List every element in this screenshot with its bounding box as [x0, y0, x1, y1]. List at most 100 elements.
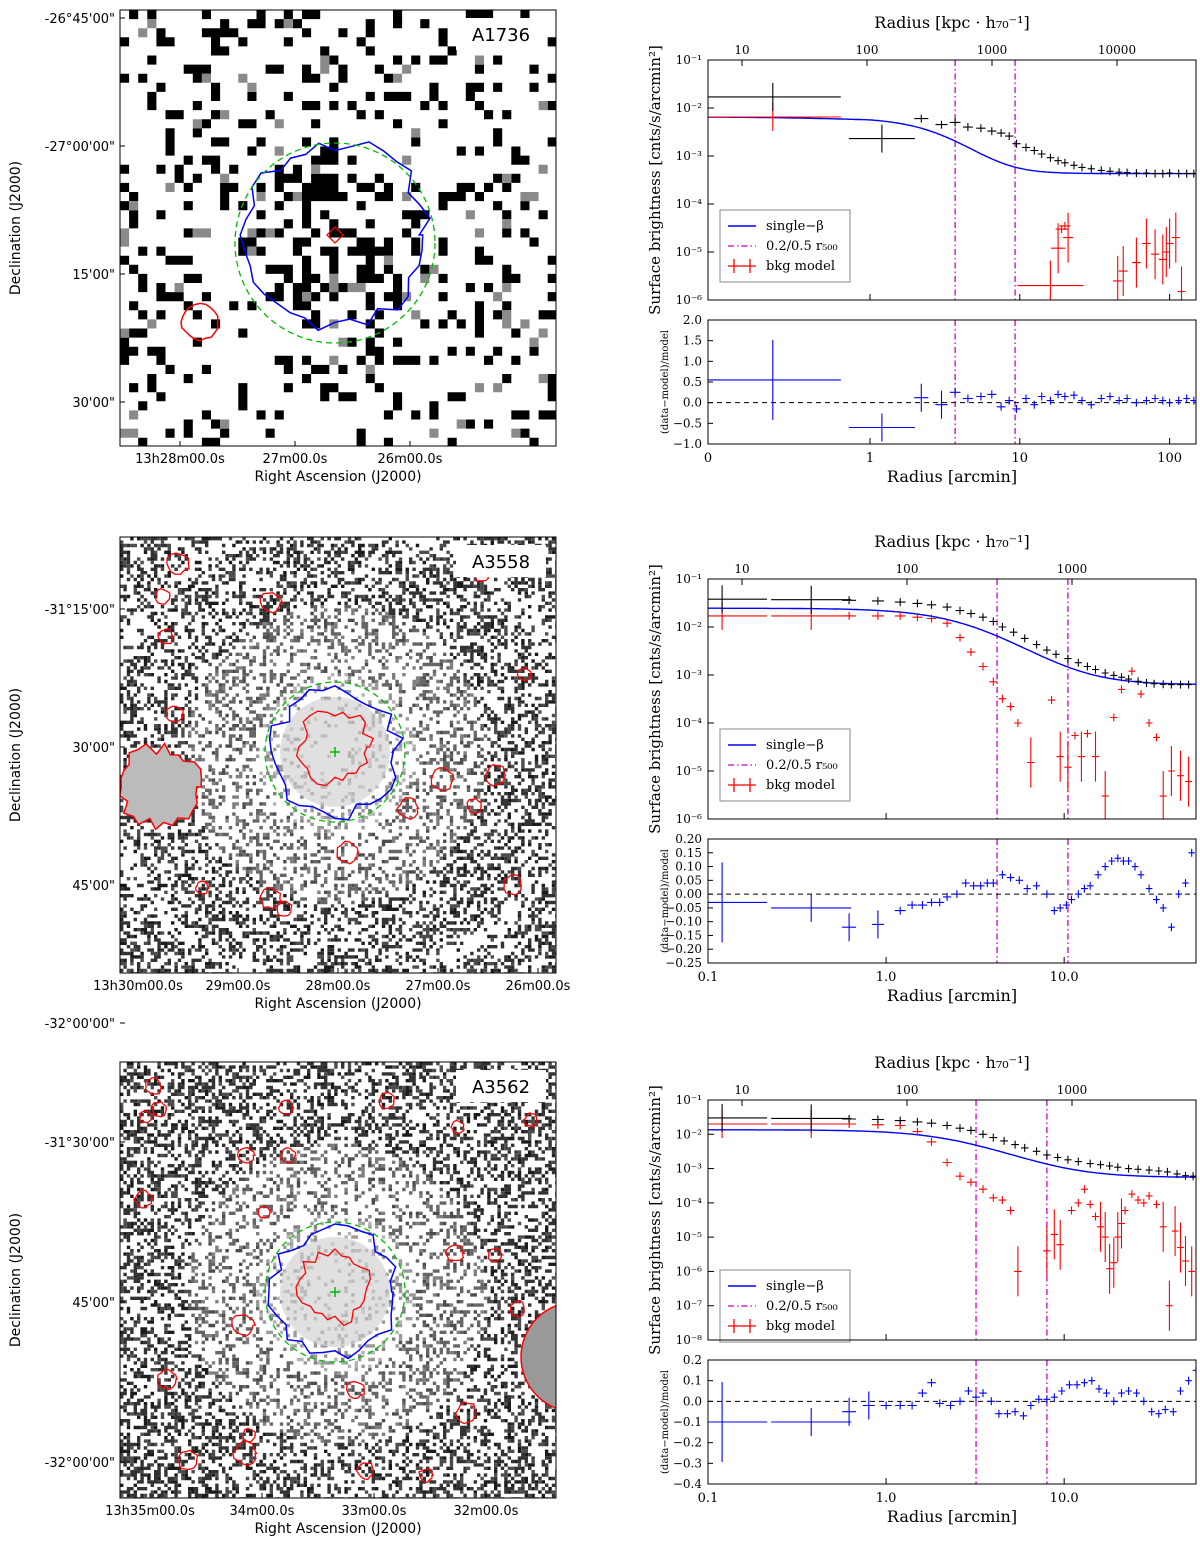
data-point	[989, 1133, 998, 1142]
bkg-point	[955, 633, 965, 642]
bkg-point	[1106, 1243, 1114, 1294]
bkg-point	[1064, 742, 1072, 793]
residual-point	[1050, 906, 1058, 915]
data-point	[935, 120, 948, 129]
sb-tick-label: 10⁻⁴	[676, 1196, 703, 1210]
bkg-point	[1027, 737, 1035, 788]
ratio-tick-label: 0.15	[675, 846, 702, 860]
data-point	[949, 118, 961, 127]
residual-point	[894, 906, 906, 915]
data-point	[966, 609, 976, 618]
data-point	[1164, 1167, 1171, 1176]
legend-model-label: single−β	[766, 1279, 824, 1294]
green-aperture	[264, 681, 406, 823]
bkg-point	[989, 677, 998, 686]
data-point	[1173, 1169, 1181, 1178]
data-point	[1005, 132, 1014, 141]
green-aperture	[264, 1221, 406, 1363]
dec-axis-label: Declination (J2000)	[8, 161, 24, 295]
residual-point	[1123, 394, 1131, 403]
bkg-point	[1080, 1185, 1088, 1194]
x-axis-label: Radius [arcmin]	[887, 986, 1017, 1005]
residual-point	[1065, 1380, 1073, 1389]
data-point	[1159, 680, 1167, 689]
data-point	[1070, 161, 1078, 170]
excluded-source	[151, 1100, 168, 1118]
excluded-source	[396, 797, 420, 821]
dec-tick-label: 30'00"	[72, 396, 115, 411]
bkg-point	[1050, 1209, 1058, 1260]
data-point	[978, 613, 988, 622]
cluster-name-box	[456, 1070, 546, 1102]
residual-point	[1140, 1397, 1148, 1406]
top-tick-label: 100	[896, 562, 919, 576]
bkg-point	[1168, 746, 1175, 796]
bkg-point	[1118, 1198, 1125, 1249]
residual-point	[956, 1397, 964, 1406]
data-point	[708, 585, 768, 614]
residual-point	[1114, 854, 1122, 863]
residual-point	[949, 388, 961, 397]
residual-point	[935, 390, 948, 419]
image-frame	[119, 1061, 557, 1499]
x-tick-label: 1.0	[876, 1491, 897, 1506]
sb-tick-label: 10⁻³	[676, 668, 703, 682]
bkg-point	[1140, 1198, 1148, 1207]
excluded-source	[503, 874, 522, 896]
data-point	[708, 1103, 768, 1132]
bkg-point	[912, 613, 923, 622]
ratio-tick-label: −0.20	[665, 942, 702, 956]
data-point	[1132, 169, 1140, 178]
residual-point	[1070, 391, 1078, 400]
residual-point	[1095, 1384, 1103, 1393]
ra-tick-label: 34m00.0s	[230, 1504, 295, 1519]
data-point	[1032, 640, 1041, 649]
top-tick-label: 1000	[977, 43, 1008, 57]
residual-point	[1155, 1409, 1163, 1418]
excluded-source	[522, 1112, 538, 1128]
data-point	[1032, 1147, 1041, 1156]
bkg-point	[1086, 1200, 1094, 1209]
ratio-tick-label: 1.0	[683, 354, 702, 368]
residual-point	[1043, 1395, 1051, 1404]
excluded-source	[466, 797, 483, 815]
ratio-content	[708, 839, 1196, 963]
data-point	[942, 1121, 952, 1130]
data-point	[1143, 679, 1150, 687]
bkg-point	[1063, 212, 1074, 263]
ratio-axis-label: (data−model)/model	[660, 849, 671, 953]
top-tick-label: 100	[856, 43, 879, 57]
excluded-source	[144, 1076, 162, 1096]
residual-point	[1153, 895, 1160, 904]
data-point	[842, 596, 857, 605]
data-point	[1052, 650, 1060, 659]
panel-row-a1736: A1736 -26°45'00" -27°00'00" 15'00" 30'00" 13h…	[8, 9, 1197, 486]
data-point	[1175, 169, 1183, 178]
x-tick-label: 10	[1012, 451, 1029, 466]
data-point	[771, 585, 852, 614]
residual-point	[1188, 848, 1195, 857]
residual-point	[946, 1401, 955, 1410]
bkg-point	[1137, 690, 1145, 699]
residual-point	[1086, 881, 1094, 890]
bkg-point	[1162, 227, 1171, 277]
top-axis-label: Radius [kpc · h₇₀⁻¹]	[874, 1053, 1030, 1072]
excluded-source	[155, 588, 171, 605]
bkg-point	[1185, 756, 1192, 807]
residual-point	[1058, 1387, 1066, 1395]
bkg-point	[1166, 1280, 1173, 1331]
excluded-source	[157, 1368, 178, 1391]
residual-point	[1063, 901, 1070, 910]
sb-tick-label: 10⁻¹	[676, 1093, 702, 1107]
bkg-point	[1172, 212, 1180, 263]
residual-point	[1081, 884, 1088, 893]
bkg-point	[1118, 685, 1125, 694]
data-point	[976, 124, 986, 133]
bkg-point	[1074, 1198, 1082, 1207]
excluded-source	[166, 552, 190, 575]
cluster-name-box	[456, 545, 546, 577]
ra-tick-label: 13h30m00.0s	[93, 979, 183, 994]
residual-point	[969, 881, 978, 890]
cluster-name-label: A3562	[472, 1077, 530, 1098]
data-point	[1190, 169, 1196, 178]
